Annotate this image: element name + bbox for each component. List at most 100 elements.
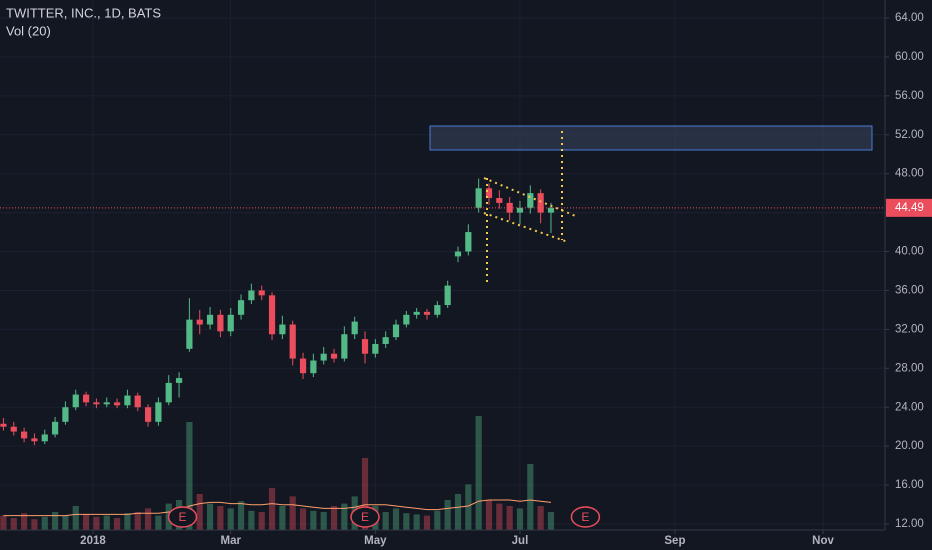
candle-body [382,337,389,344]
y-tick-label: 56.00 [895,90,924,102]
volume-bar [475,416,482,530]
candle-body [165,382,172,403]
volume-bar [496,503,503,530]
volume-bar [10,518,17,530]
y-tick-label: 28.00 [895,362,924,374]
volume-bar [62,515,69,530]
volume-bar [413,514,420,530]
earnings-label: E [179,510,187,524]
last-price-label: 44.49 [895,202,924,214]
x-tick-label: Jul [512,535,529,547]
volume-bar [124,513,131,530]
candle-body [82,394,90,403]
volume-bar [113,518,121,530]
candle-body [434,305,441,315]
candle-body [144,407,152,422]
candle-body [403,314,410,325]
y-tick-label: 20.00 [895,440,924,452]
candle-body [465,232,472,252]
volume-bar [434,510,441,530]
volume-bar [527,464,534,530]
volume-bar [93,516,100,530]
volume-label: Vol (20) [6,23,51,38]
candle-body [506,202,513,213]
y-tick-label: 52.00 [895,129,924,141]
volume-bar [506,506,513,530]
volume-bar [382,512,389,530]
earnings-label: E [581,510,589,524]
volume-bar [268,488,276,530]
candle-body [485,188,493,199]
candle-body [454,251,462,257]
candle-body [330,353,338,359]
volume-bar [134,512,141,530]
x-tick-label: May [364,535,387,547]
candle-body [0,423,7,427]
volume-bar [516,508,524,530]
volume-bar [144,508,152,530]
candle-body [444,285,451,306]
candle-body [206,314,214,325]
grid [0,0,885,530]
earnings-marker [350,506,380,528]
candle-body [341,334,348,359]
target-box [429,125,873,151]
candle-body [62,407,69,422]
volume-bar [21,513,28,530]
candle-body [51,421,59,435]
volume-bar [72,506,79,530]
candle-body [351,321,358,335]
y-tick-label: 48.00 [895,168,924,180]
candle-body [186,319,193,349]
candle-body [93,402,100,405]
candle-body [10,426,17,432]
candle-body [547,207,555,213]
volume-bar [227,508,234,530]
candle-body [372,343,379,354]
candle-body [527,193,534,208]
volume-bar [186,422,193,530]
candle-body [496,198,503,203]
volume-bar [547,512,555,530]
volume-bar [330,506,338,530]
candle-body [41,434,48,442]
x-tick-label: Mar [220,535,241,547]
candle-body [31,438,38,442]
volume-bar [465,484,472,530]
volume-bar [155,515,162,530]
volume-bar [423,515,431,530]
x-tick-label: Sep [664,535,685,547]
candle-body [248,290,255,301]
candle-body [516,207,524,213]
candle-body [475,188,482,208]
candle-body [227,314,234,332]
volume-bar [454,494,462,530]
y-tick-label: 24.00 [895,401,924,413]
candles [0,178,555,446]
chart-title: TWITTER, INC., 1D, BATS [6,5,161,20]
candle-body [423,311,431,315]
volume-bar [82,514,90,530]
volume-bar [258,512,265,530]
volume-bar [0,515,7,530]
y-tick-label: 36.00 [895,284,924,296]
volume-bar [361,458,369,530]
volume-bar [485,500,493,530]
candle-body [237,300,245,315]
candle-body [413,311,420,315]
volume-bar [403,513,410,530]
volume-bar [310,510,317,530]
candle-body [361,339,369,354]
volume-bar [196,494,203,530]
candle-body [279,324,286,335]
volume-ma [3,499,552,517]
volume-bar [237,501,245,530]
y-tick-label: 64.00 [895,12,924,24]
candle-body [320,353,327,361]
earnings-marker [167,506,198,528]
volume-bar [444,500,451,530]
volume-bar [41,516,48,530]
y-tick-label: 12.00 [895,518,924,530]
